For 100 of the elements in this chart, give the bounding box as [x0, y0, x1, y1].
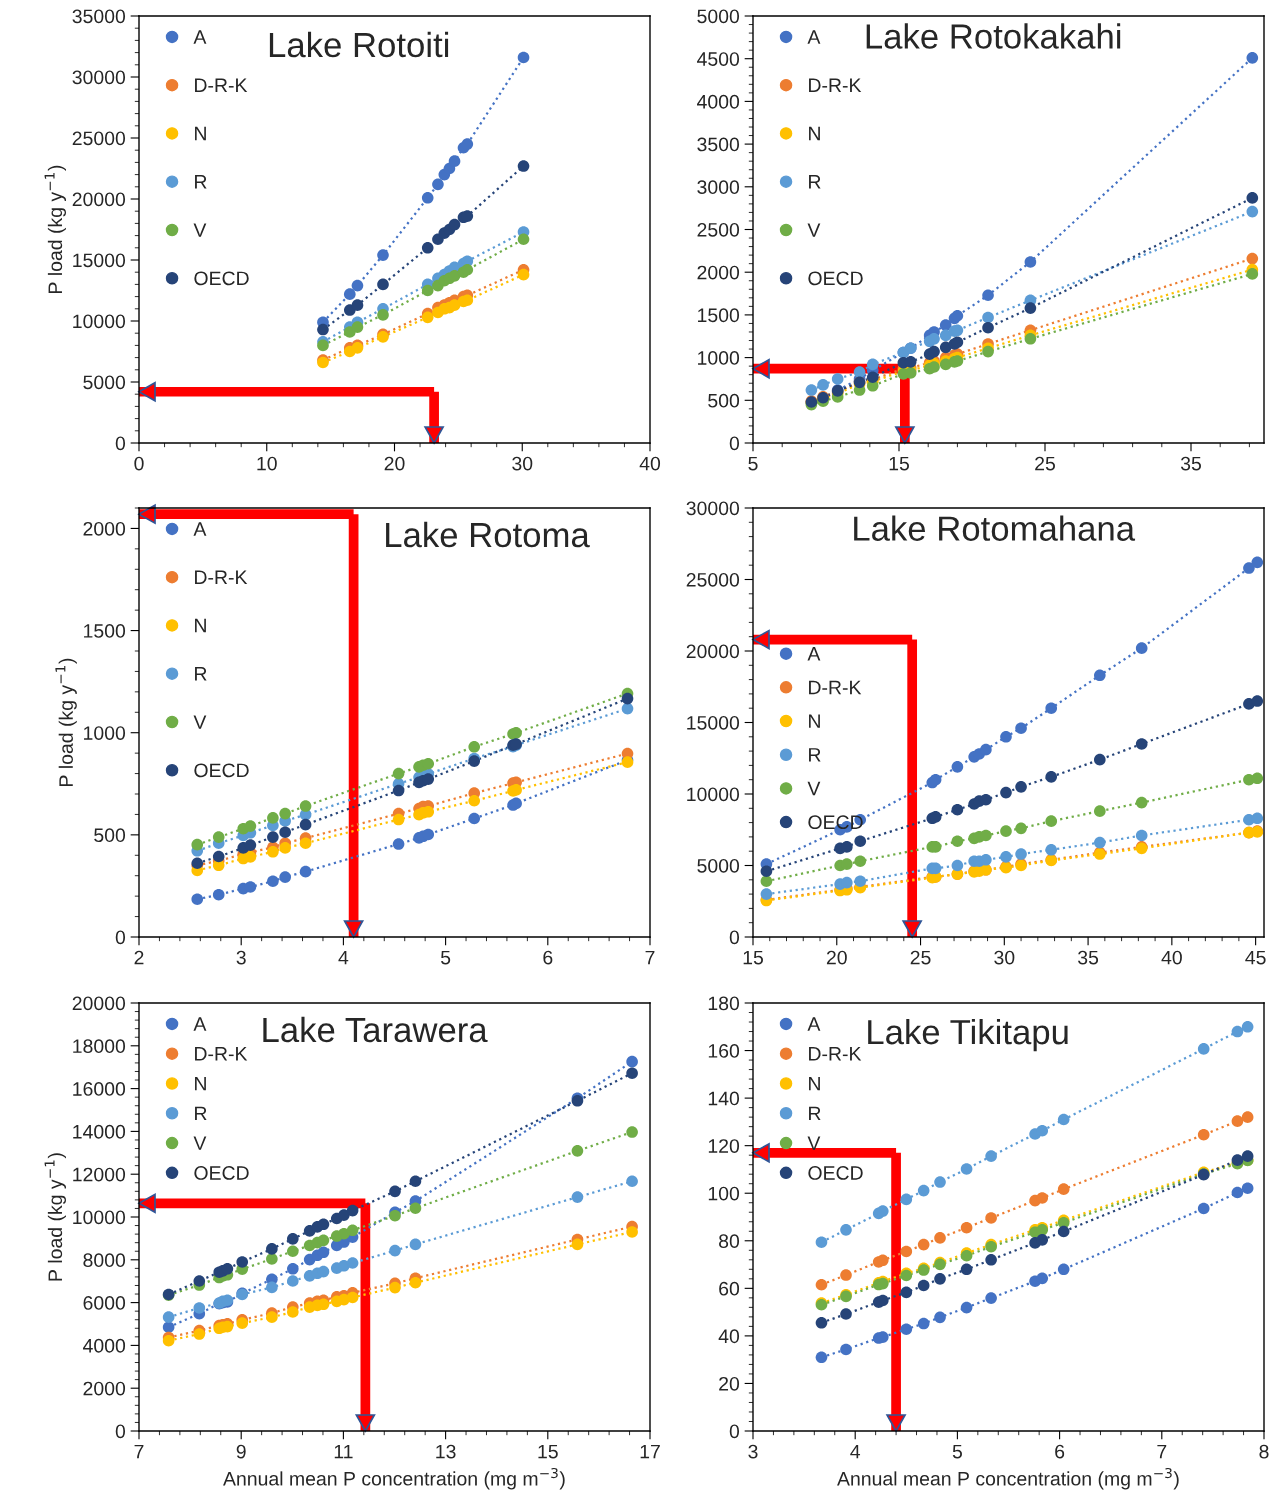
y-tick-label: 14000	[73, 1124, 126, 1139]
y-tick-label: 1500	[84, 624, 126, 638]
y-tick-label: 30000	[686, 501, 740, 516]
y-tick-label: 2000	[83, 521, 126, 536]
legend-label: V	[193, 223, 207, 237]
x-tick-label: 25	[1035, 456, 1055, 471]
x-tick-label: 40	[1161, 950, 1182, 965]
y-tick-label: 160	[708, 1044, 740, 1058]
legend-label: N	[809, 126, 820, 141]
legend-label: D-R-K	[809, 680, 862, 695]
y-tick-label: 16000	[73, 1082, 126, 1096]
x-tick-label: 35	[1180, 456, 1201, 471]
legend-label: V	[807, 781, 821, 796]
y-tick-label: 1000	[698, 351, 740, 365]
x-tick-label: 6	[1055, 1444, 1065, 1459]
y-tick-label: 60	[719, 1281, 740, 1296]
legend-label: OECD	[808, 271, 863, 286]
legend-label: D-R-K	[195, 1047, 248, 1061]
y-tick-label: 500	[708, 393, 740, 408]
legend-label: V	[193, 1136, 207, 1150]
y-tick-label: 8000	[83, 1253, 126, 1268]
y-tick-label: 6000	[83, 1296, 126, 1310]
x-axis-title: Annual mean P concentration (mg m$^{−3}$)	[223, 1467, 565, 1490]
legend-label: OECD	[194, 763, 249, 778]
y-tick-label: 3500	[697, 137, 740, 152]
y-tick-label: 20000	[72, 192, 126, 207]
y-axis-title: P load (kg y$^{−1}$)	[44, 1153, 66, 1281]
y-tick-label: 25000	[686, 572, 740, 587]
x-tick-label: 35	[1078, 950, 1099, 965]
x-tick-label: 5	[748, 456, 758, 471]
x-tick-label: 15	[538, 1444, 558, 1459]
x-tick-label: 7	[645, 950, 655, 965]
x-tick-label: 9	[236, 1444, 246, 1459]
x-tick-label: 4	[850, 1444, 861, 1459]
legend-label: N	[195, 618, 206, 633]
y-tick-label: 0	[115, 930, 126, 945]
x-tick-label: 40	[639, 456, 661, 471]
x-tick-label: 5	[440, 950, 451, 965]
y-tick-label: 10000	[687, 787, 740, 802]
legend-label: N	[195, 126, 206, 141]
y-tick-label: 100	[708, 1186, 740, 1201]
y-tick-label: 120	[708, 1139, 740, 1153]
legend-label: A	[807, 30, 821, 44]
x-tick-label: 11	[334, 1444, 353, 1459]
y-tick-label: 18000	[73, 1039, 126, 1054]
legend-label: R	[809, 175, 821, 189]
y-tick-label: 4000	[83, 1338, 126, 1353]
y-tick-label: 20	[719, 1376, 740, 1391]
y-tick-label: 500	[94, 828, 126, 843]
y-tick-label: 20000	[72, 996, 126, 1011]
y-tick-label: 35000	[72, 9, 126, 24]
x-tick-label: 20	[826, 950, 847, 965]
y-tick-label: 80	[719, 1234, 740, 1249]
x-tick-label: 0	[134, 456, 144, 471]
legend-label: R	[195, 1106, 207, 1121]
x-tick-label: 15	[889, 456, 909, 471]
y-tick-label: 0	[729, 436, 740, 451]
legend-label: N	[809, 714, 820, 728]
y-tick-label: 3000	[697, 180, 740, 195]
x-tick-label: 3	[236, 950, 246, 965]
x-tick-label: 25	[910, 950, 931, 965]
y-tick-label: 15000	[73, 253, 126, 268]
y-tick-label: 180	[708, 996, 740, 1011]
legend-label: V	[807, 1136, 821, 1150]
y-tick-label: 10000	[73, 314, 126, 329]
x-tick-label: 17	[640, 1444, 660, 1459]
legend-label: OECD	[194, 271, 249, 286]
x-tick-label: 13	[436, 1444, 456, 1459]
legend-label: OECD	[808, 1166, 863, 1180]
legend-label: R	[809, 1106, 821, 1121]
chart-title: Lake Rotomahana	[854, 515, 1136, 541]
y-axis-title: P load (kg y$^{−1}$)	[44, 165, 66, 293]
y-tick-label: 40	[718, 1329, 740, 1344]
legend-label: OECD	[194, 1166, 249, 1180]
legend-label: R	[809, 748, 821, 762]
chart-title: Lake Tikitapu	[868, 1018, 1068, 1052]
y-tick-label: 5000	[697, 9, 740, 24]
x-tick-label: 8	[1259, 1444, 1269, 1459]
legend-label: A	[807, 1017, 821, 1031]
y-tick-label: 2000	[83, 1381, 126, 1396]
legend-label: A	[193, 30, 207, 44]
chart-title: Lake Tarawera	[263, 1016, 488, 1043]
y-tick-label: 0	[729, 1424, 740, 1439]
y-tick-label: 2500	[697, 222, 740, 237]
x-tick-label: 30	[994, 950, 1015, 965]
y-axis-title: P load (kg y$^{−1}$)	[55, 658, 77, 786]
legend-label: A	[193, 1017, 207, 1031]
y-tick-label: 140	[708, 1091, 740, 1106]
legend-label: A	[193, 522, 207, 536]
y-tick-label: 15000	[687, 715, 740, 730]
chart-title: Lake Rotoma	[386, 521, 590, 548]
legend-label: N	[195, 1076, 206, 1091]
x-tick-label: 2	[134, 950, 144, 965]
y-tick-label: 1500	[698, 308, 740, 323]
y-tick-label: 2000	[697, 265, 740, 280]
legend-label: A	[807, 647, 821, 661]
x-tick-label: 6	[543, 950, 553, 965]
y-tick-label: 25000	[72, 131, 126, 146]
y-tick-label: 10000	[73, 1210, 126, 1225]
chart-title: Lake Rotoiti	[269, 31, 449, 58]
